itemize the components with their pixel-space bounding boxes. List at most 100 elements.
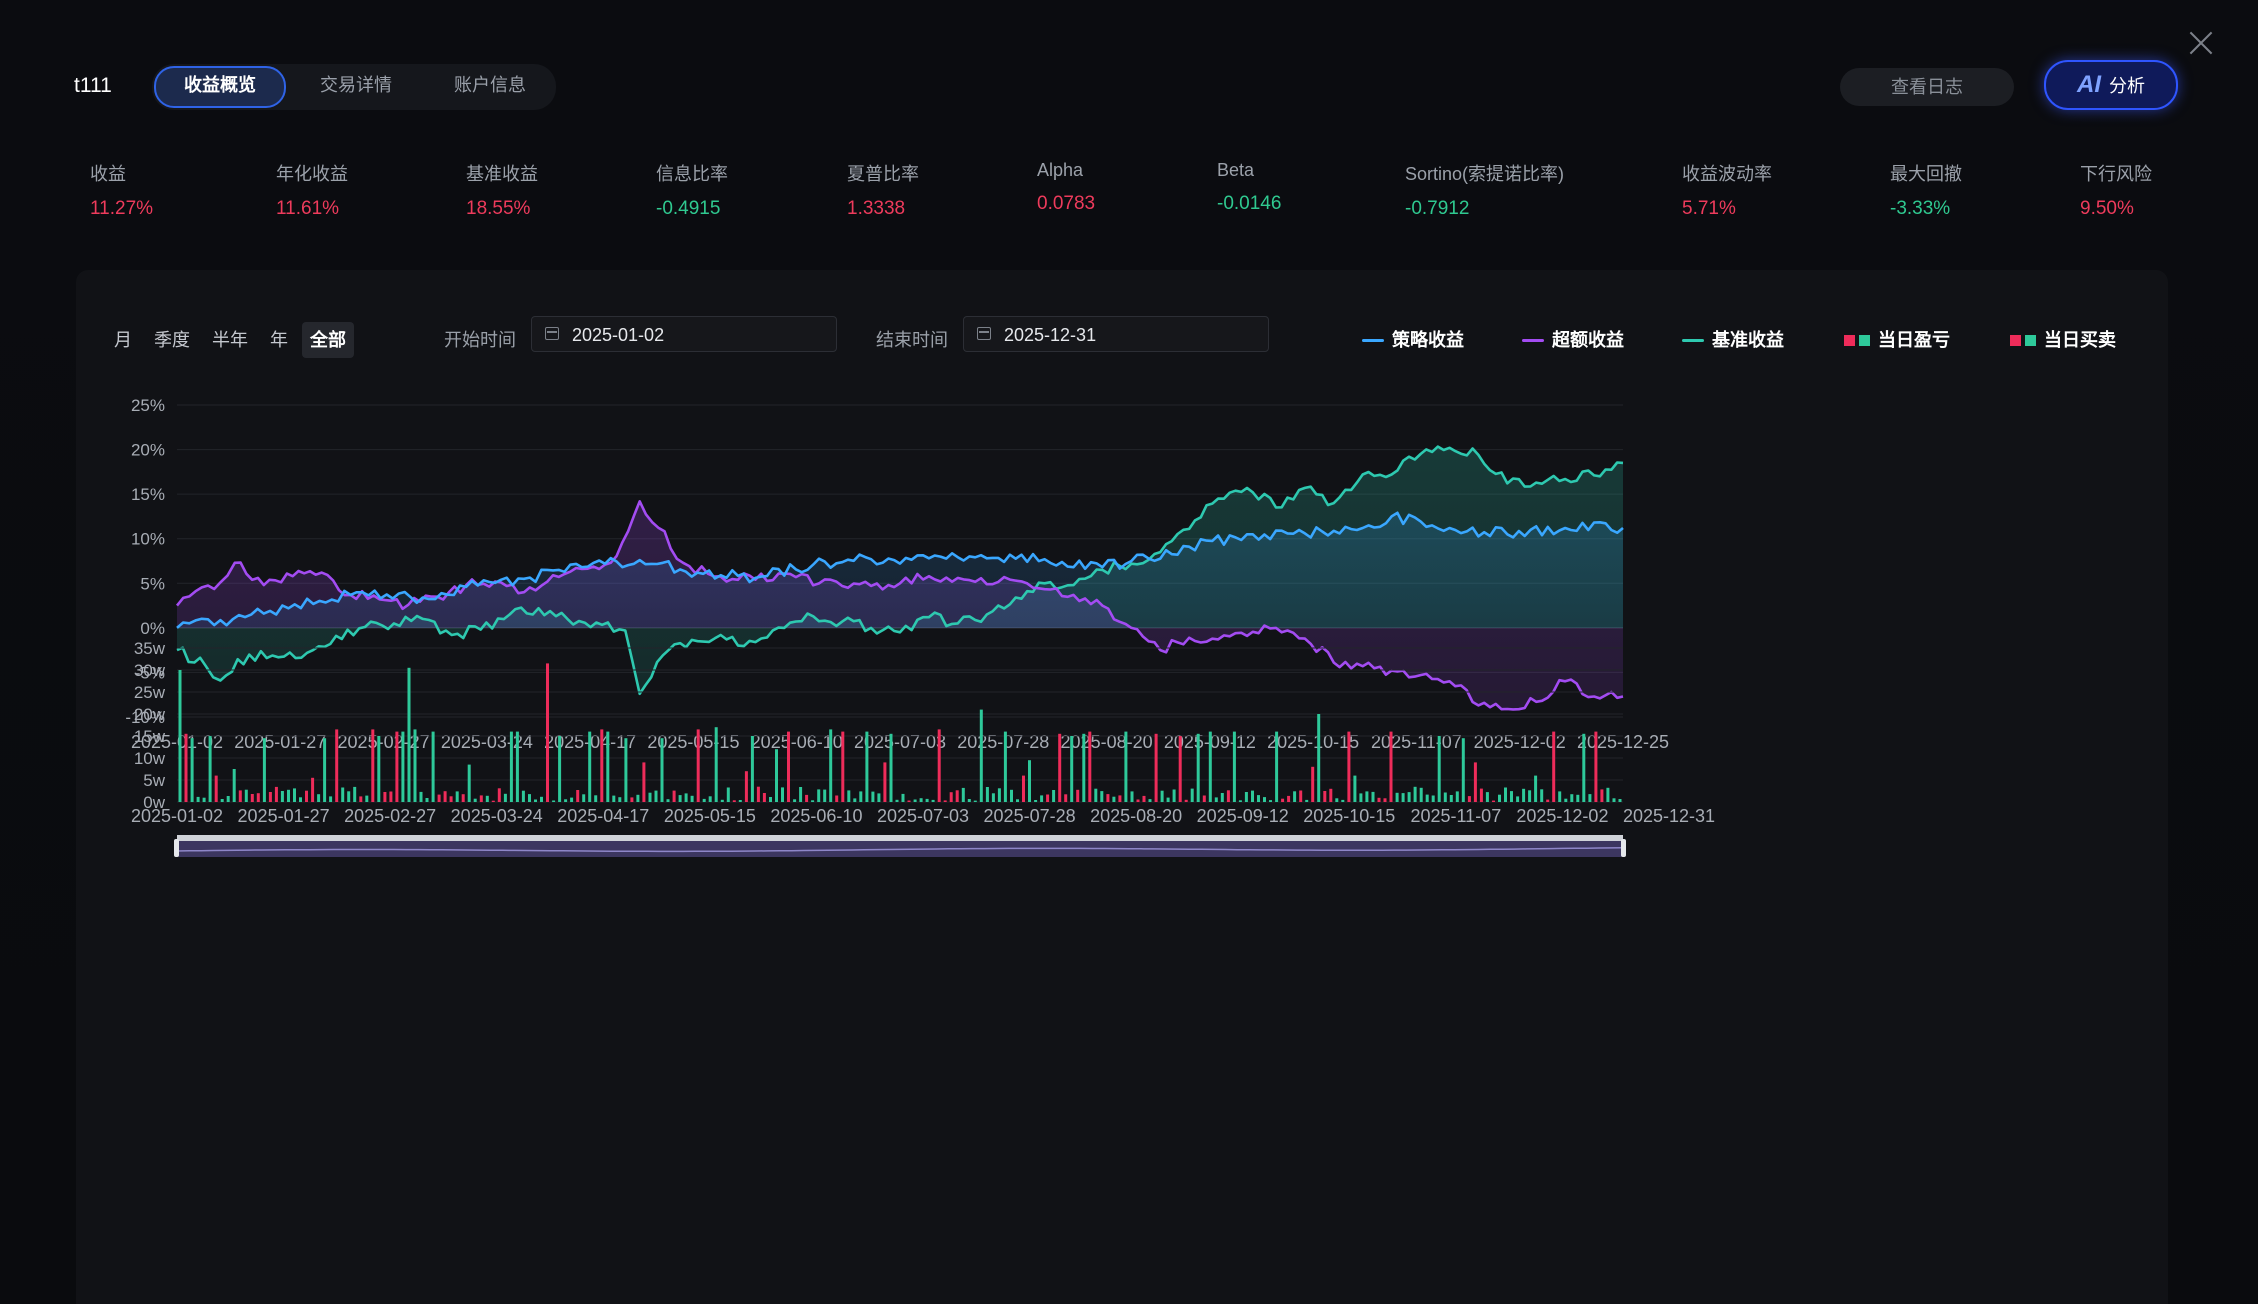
bar	[1552, 731, 1556, 802]
bar	[937, 729, 941, 802]
bar	[1214, 797, 1218, 802]
bar	[425, 798, 429, 802]
bar	[1485, 792, 1489, 802]
bar	[847, 790, 851, 802]
legend-excess[interactable]: 超额收益	[1522, 322, 1624, 358]
bar	[1305, 799, 1309, 802]
start-date-label: 开始时间	[444, 330, 516, 350]
bar	[949, 792, 953, 802]
y-tick-label: 15w	[134, 727, 166, 746]
bar	[979, 709, 983, 802]
bar	[1395, 792, 1399, 802]
bar	[901, 793, 905, 802]
bar	[1618, 799, 1622, 802]
bar	[829, 729, 833, 802]
bar	[618, 797, 622, 802]
bar	[1407, 792, 1411, 802]
period-selector: 月 季度 半年 年 全部	[106, 322, 354, 358]
y-tick-label: 10%	[131, 530, 165, 549]
zoom-preview-line	[176, 847, 1624, 853]
bar	[395, 731, 399, 802]
bar	[305, 790, 308, 802]
bar	[515, 731, 519, 802]
bar	[871, 791, 875, 802]
view-log-button[interactable]: 查看日志	[1840, 68, 2014, 106]
metric-item: 年化收益 11.61%	[276, 160, 348, 220]
tab-trade-details[interactable]: 交易详情	[320, 75, 392, 95]
close-icon[interactable]	[2186, 28, 2216, 58]
calendar-icon	[545, 327, 559, 340]
bar	[262, 738, 266, 802]
bar	[1160, 790, 1164, 802]
bar	[220, 799, 224, 802]
bar	[1383, 798, 1387, 802]
x-tick-label: 2025-07-03	[877, 806, 969, 826]
chart-panel: 月 季度 半年 年 全部 开始时间 2025-01-02 结束时间 2025-1…	[76, 270, 2168, 1304]
bar	[1088, 731, 1092, 802]
ai-analysis-button[interactable]: AI 分析	[2044, 60, 2178, 110]
legend-label: 策略收益	[1392, 330, 1464, 350]
x-tick-label: 2025-01-27	[238, 806, 330, 826]
bar	[1534, 775, 1538, 802]
bar	[1046, 794, 1050, 802]
bar	[1335, 798, 1339, 802]
metric-item: 信息比率 -0.4915	[656, 160, 728, 220]
bar	[1425, 794, 1429, 802]
period-quarter[interactable]: 季度	[154, 330, 190, 350]
x-tick-label: 2025-11-07	[1410, 806, 1501, 826]
bar	[648, 792, 652, 802]
bar	[684, 793, 688, 802]
bar	[1564, 798, 1568, 802]
bar	[1576, 794, 1580, 802]
y-tick-label: 5%	[140, 574, 165, 593]
bar	[377, 736, 381, 802]
bar	[1232, 731, 1236, 802]
bar	[799, 787, 803, 802]
bar	[419, 791, 423, 802]
bar	[1528, 790, 1532, 802]
end-date-input[interactable]: 2025-12-31	[963, 316, 1269, 352]
bar	[1202, 795, 1206, 802]
bar	[883, 762, 887, 802]
metric-label: 基准收益	[466, 164, 538, 184]
bar	[1479, 788, 1483, 802]
bar	[1220, 793, 1224, 802]
end-date-value: 2025-12-31	[1004, 325, 1097, 345]
x-tick-label: 2025-08-20	[1090, 806, 1182, 826]
bar	[407, 667, 411, 802]
bar	[1377, 797, 1381, 802]
legend-benchmark[interactable]: 基准收益	[1682, 322, 1784, 358]
zoom-right-handle	[1621, 839, 1626, 857]
tab-overview[interactable]: 收益概览	[154, 66, 286, 108]
bar	[503, 793, 507, 802]
bar	[347, 791, 351, 802]
bar	[329, 796, 333, 802]
bar	[214, 775, 218, 802]
x-tick-label: 2025-03-24	[441, 732, 533, 752]
period-all[interactable]: 全部	[302, 322, 354, 358]
bar	[1359, 793, 1363, 802]
bar	[961, 787, 965, 802]
period-half-year[interactable]: 半年	[212, 330, 248, 350]
bar	[775, 749, 778, 802]
bar	[1010, 789, 1013, 802]
legend-daily-pnl[interactable]: 当日盈亏	[1844, 322, 1950, 358]
x-tick-label: 2025-01-27	[234, 732, 326, 752]
bar	[1196, 733, 1200, 802]
bar	[973, 800, 977, 802]
start-date-input[interactable]: 2025-01-02	[531, 316, 837, 352]
tab-account-info[interactable]: 账户信息	[454, 75, 526, 95]
zoom-left-handle	[174, 839, 179, 857]
legend-strategy[interactable]: 策略收益	[1362, 322, 1464, 358]
bar	[1299, 790, 1303, 802]
bar	[491, 800, 495, 802]
period-month[interactable]: 月	[114, 330, 132, 350]
legend-daily-trade[interactable]: 当日买卖	[2010, 322, 2116, 358]
bar	[311, 777, 315, 802]
period-year[interactable]: 年	[270, 330, 288, 350]
x-tick-label: 2025-06-10	[770, 806, 862, 826]
bar	[889, 733, 893, 802]
metric-value: -0.0146	[1217, 193, 1282, 214]
bar	[1076, 789, 1080, 802]
